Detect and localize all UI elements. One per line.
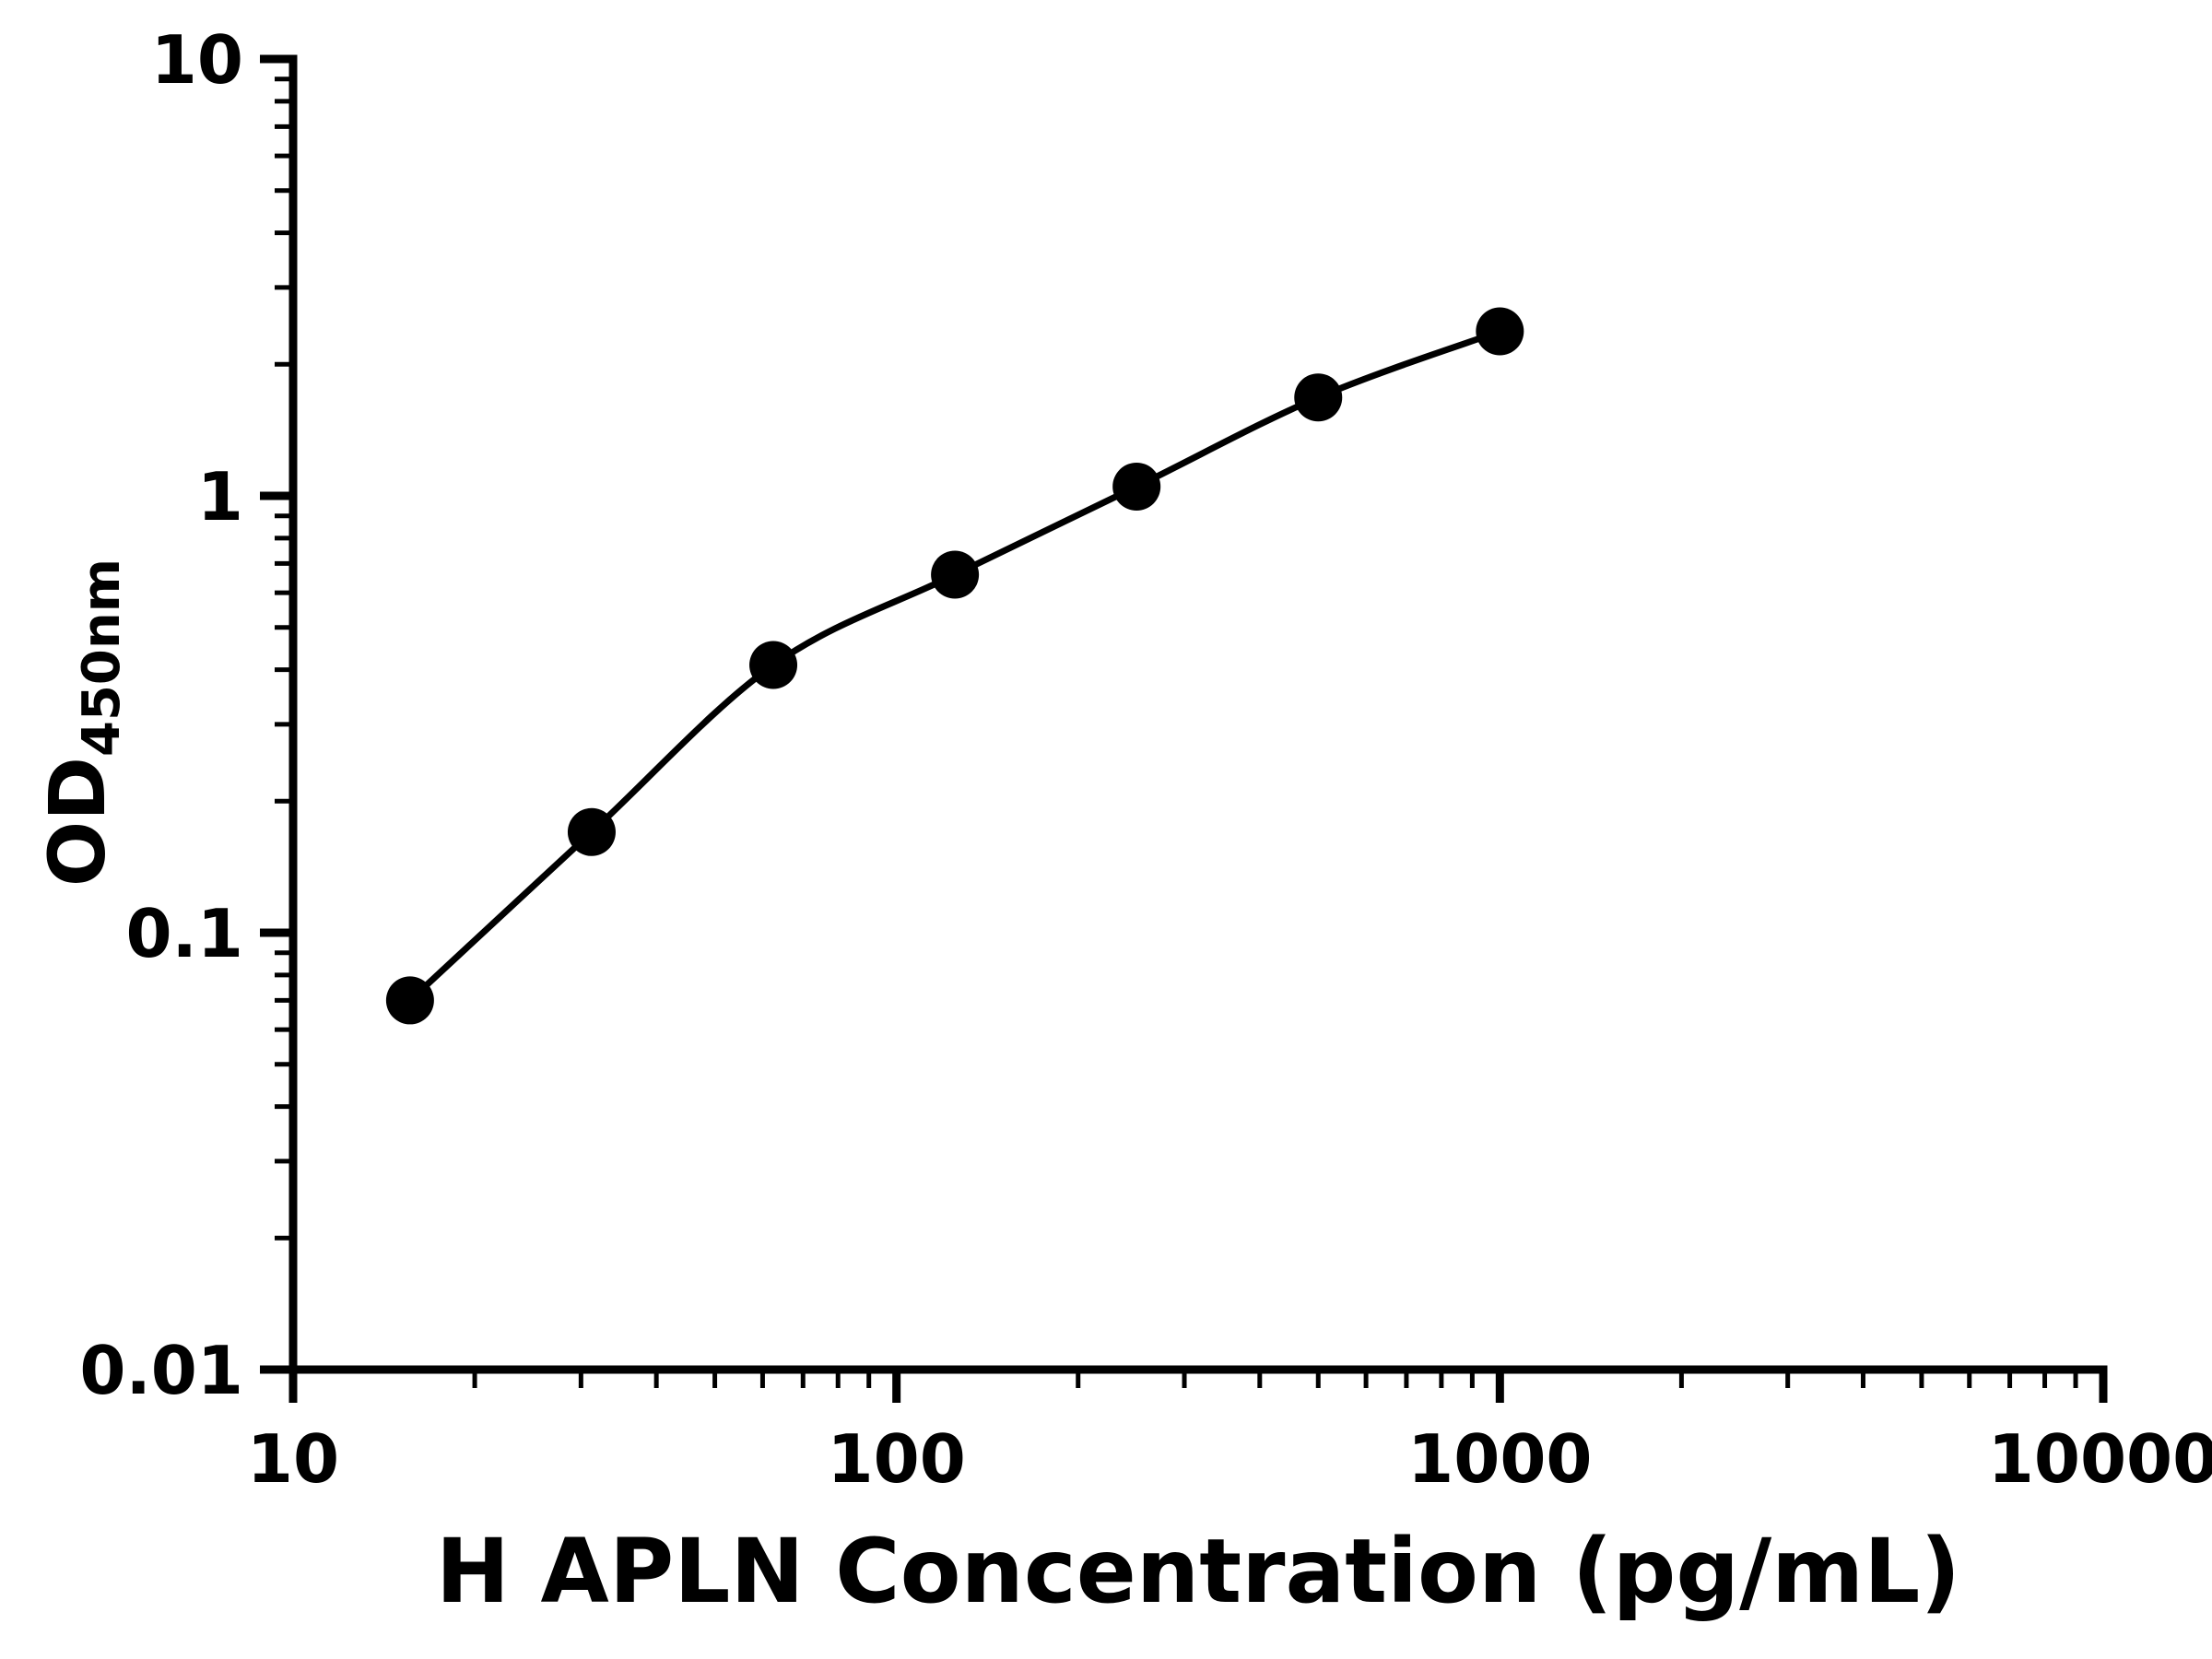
data-point (931, 550, 980, 599)
y-axis-title-main: OD (32, 756, 123, 888)
data-point (567, 807, 616, 856)
y-tick-label: 1 (197, 458, 243, 535)
x-tick-label: 10 (247, 1420, 339, 1498)
data-point (385, 976, 434, 1025)
x-tick-label: 1000 (1407, 1420, 1592, 1498)
y-axis-title: OD450nm (32, 559, 132, 888)
y-tick-label: 10 (151, 21, 243, 99)
data-point (1294, 373, 1343, 422)
y-tick-label: 0.1 (125, 895, 243, 972)
data-point (1476, 307, 1524, 356)
y-axis-title-subscript: 450nm (72, 558, 132, 757)
standard-curve-line (407, 328, 1501, 1003)
data-point (1112, 462, 1161, 511)
x-axis-title: H APLN Concentration (pg/mL) (435, 1520, 1961, 1623)
data-point (749, 641, 798, 689)
y-tick-label: 0.01 (79, 1332, 243, 1409)
x-tick-label: 100 (828, 1420, 966, 1498)
x-tick-label: 10000 (1988, 1420, 2212, 1498)
